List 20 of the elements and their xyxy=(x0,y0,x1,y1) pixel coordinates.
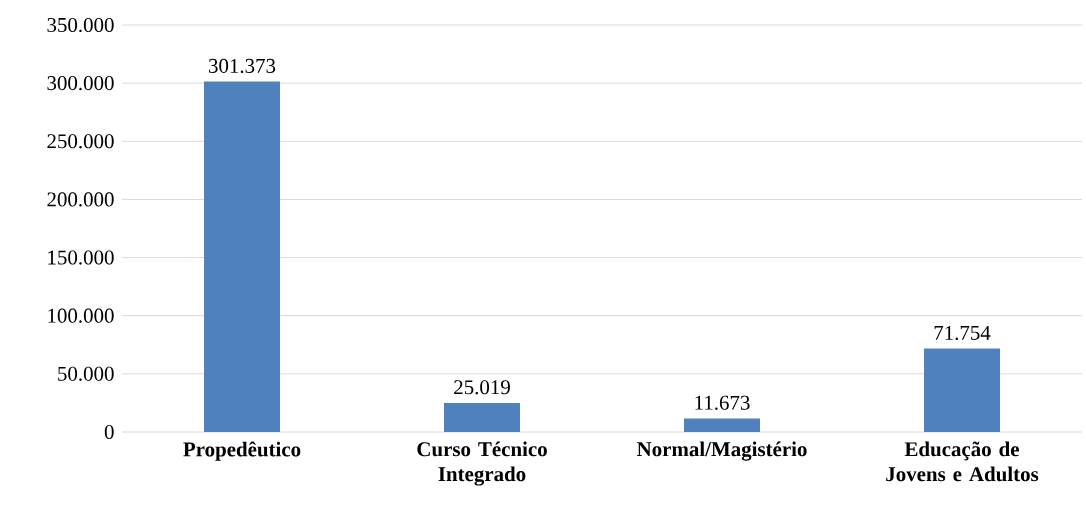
x-tick-label: Curso Técnico Integrado xyxy=(417,441,547,486)
data-label: 11.673 xyxy=(695,395,750,410)
y-tick-label: 0 xyxy=(104,424,114,440)
data-label: 71.754 xyxy=(934,325,991,341)
bar xyxy=(444,402,520,432)
x-tick-label: Educação de Jovens e Adultos xyxy=(886,441,1039,482)
data-label: 301.373 xyxy=(209,58,276,74)
y-tick-label: 250.000 xyxy=(47,134,114,149)
y-tick-label: 100.000 xyxy=(48,308,114,323)
bar xyxy=(204,81,280,432)
y-tick-label: 50.000 xyxy=(58,366,114,381)
y-tick-label: 350.000 xyxy=(47,17,114,33)
x-tick-label: Propedêutico xyxy=(183,441,301,461)
bar xyxy=(684,418,761,432)
x-tick-label: Normal/Magistério xyxy=(636,441,807,461)
y-tick-label: 200.000 xyxy=(47,192,114,207)
y-tick-label: 300.000 xyxy=(47,76,114,91)
data-label: 25.019 xyxy=(454,380,510,395)
bar xyxy=(924,348,1001,432)
y-tick-label: 150.000 xyxy=(48,250,114,265)
